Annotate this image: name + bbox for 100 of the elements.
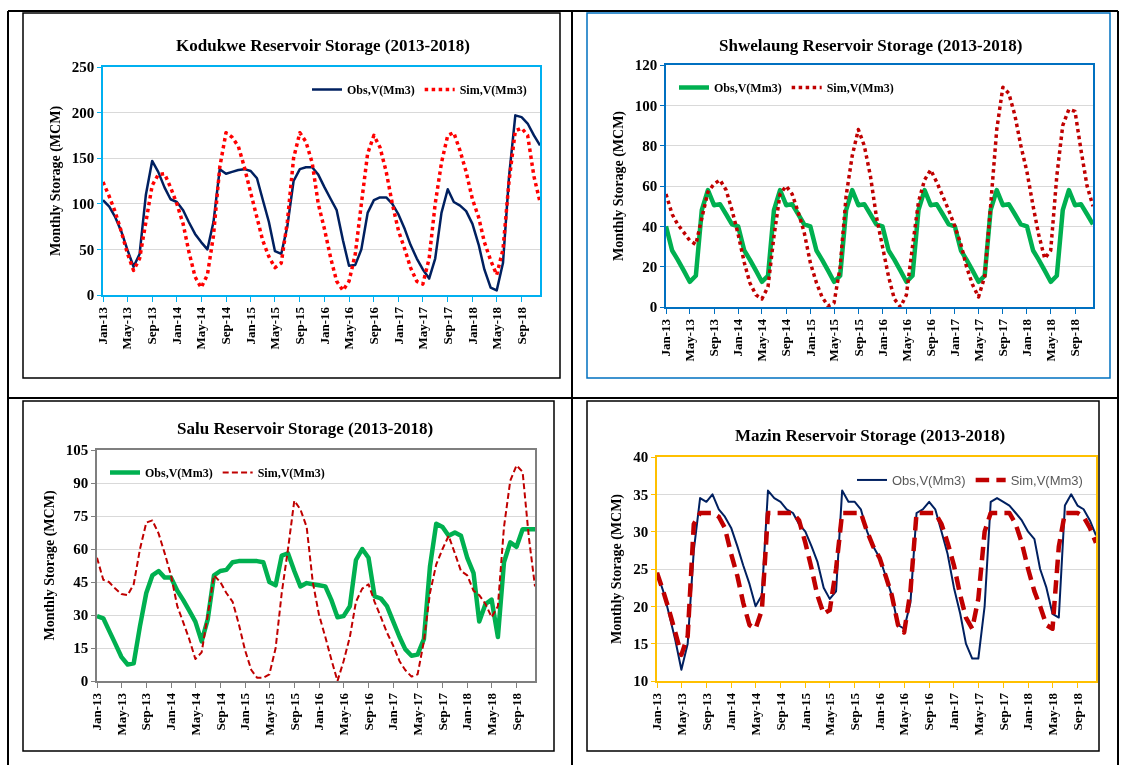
legend-label: Sim,V(Mm3) — [826, 81, 894, 96]
x-tick-label: Jan-14 — [163, 692, 179, 731]
chart-title: Kodukwe Reservoir Storage (2013-2018) — [176, 36, 470, 55]
x-tick-label: Jan-18 — [459, 692, 475, 731]
x-tick-label: Sep-18 — [513, 306, 529, 345]
legend-label: Obs,V(Mm3) — [347, 83, 415, 98]
x-tick-label: May-18 — [483, 692, 499, 736]
x-tick-label: Sep-16 — [360, 692, 376, 731]
x-tick-label: May-13 — [119, 306, 135, 350]
x-tick-label: Jan-18 — [1020, 692, 1036, 731]
x-tick-label: Sep-18 — [1067, 318, 1083, 357]
legend-label: Sim,V(Mm3) — [459, 83, 527, 98]
y-tick-label: 90 — [73, 475, 89, 492]
y-tick-label: 105 — [65, 442, 89, 459]
y-tick-label: 20 — [633, 598, 649, 615]
x-tick-label: May-16 — [898, 318, 914, 362]
x-tick-label: Sep-14 — [772, 692, 788, 731]
x-tick-label: Sep-13 — [698, 692, 714, 731]
x-tick-label: Sep-13 — [138, 692, 154, 731]
x-tick-label: Sep-17 — [995, 692, 1011, 731]
y-tick-label: 250 — [71, 59, 95, 76]
x-tick-label: Jan-15 — [242, 306, 258, 345]
chart-title: Salu Reservoir Storage (2013-2018) — [177, 419, 434, 438]
x-tick-label: Sep-16 — [921, 692, 937, 731]
x-tick-label: May-16 — [335, 692, 351, 736]
y-tick-label: 35 — [633, 486, 649, 503]
y-tick-label: 100 — [71, 196, 95, 213]
y-axis-title: Monthly Storage (MCM) — [610, 110, 627, 262]
x-tick-label: Sep-16 — [922, 318, 938, 357]
y-tick-label: 60 — [642, 178, 658, 195]
x-tick-label: May-17 — [970, 692, 986, 736]
x-tick-label: Sep-17 — [439, 306, 455, 345]
x-tick-label: Sep-13 — [144, 306, 160, 345]
legend-label: Sim,V(Mm3) — [257, 466, 325, 481]
y-tick-label: 20 — [642, 258, 658, 275]
y-tick-label: 15 — [73, 640, 89, 657]
x-tick-label: Jan-17 — [385, 692, 401, 731]
x-tick-label: Sep-13 — [706, 318, 722, 357]
x-tick-label: Jan-14 — [730, 318, 746, 357]
x-tick-label: Jan-13 — [89, 692, 105, 731]
x-tick-label: May-14 — [754, 318, 770, 362]
x-tick-label: May-16 — [341, 306, 357, 350]
x-tick-label: Jan-14 — [723, 692, 739, 731]
x-tick-label: May-14 — [187, 692, 203, 736]
y-tick-label: 80 — [642, 137, 658, 154]
y-tick-label: 50 — [79, 241, 95, 258]
x-tick-label: Jan-18 — [464, 306, 480, 345]
x-tick-label: May-18 — [488, 306, 504, 350]
y-tick-label: 75 — [73, 508, 89, 525]
y-tick-label: 0 — [649, 299, 658, 316]
x-tick-label: Sep-17 — [434, 692, 450, 731]
x-tick-label: Jan-16 — [316, 306, 332, 345]
x-tick-label: Jan-17 — [390, 306, 406, 345]
y-tick-label: 60 — [73, 541, 89, 558]
x-tick-label: May-13 — [113, 692, 129, 736]
x-tick-label: Jan-16 — [874, 318, 890, 357]
x-tick-label: May-18 — [1042, 318, 1058, 362]
y-tick-label: 120 — [634, 57, 658, 74]
x-tick-label: Sep-16 — [366, 306, 382, 345]
line-series — [657, 510, 1096, 658]
y-tick-label: 10 — [633, 673, 649, 690]
x-tick-label: May-13 — [673, 692, 689, 736]
y-tick-label: 30 — [633, 523, 649, 540]
x-tick-label: Jan-13 — [649, 692, 665, 731]
legend-label: Obs,V(Mm3) — [892, 473, 966, 489]
y-tick-label: 40 — [633, 449, 649, 466]
line-series — [97, 464, 535, 681]
y-tick-label: 30 — [73, 607, 89, 624]
y-tick-label: 15 — [633, 635, 649, 652]
x-tick-label: Sep-14 — [778, 318, 794, 357]
x-tick-label: Jan-15 — [237, 692, 253, 731]
y-axis-title: Monthly Storage (MCM) — [609, 493, 626, 645]
y-tick-label: 25 — [633, 561, 649, 578]
x-tick-label: Sep-15 — [846, 692, 862, 731]
y-axis-title: Monthly Storage (MCM) — [41, 490, 58, 641]
x-tick-label: Jan-18 — [1019, 318, 1035, 357]
y-tick-label: 200 — [71, 104, 95, 121]
x-tick-label: Jan-16 — [871, 692, 887, 731]
x-tick-label: May-14 — [193, 306, 209, 350]
x-tick-label: Jan-17 — [947, 318, 963, 357]
x-tick-label: Sep-15 — [292, 306, 308, 345]
y-tick-label: 0 — [86, 287, 95, 304]
x-tick-label: May-13 — [681, 318, 697, 362]
x-tick-label: May-18 — [1044, 692, 1060, 736]
x-tick-label: Jan-13 — [95, 306, 111, 345]
legend-label: Obs,V(Mm3) — [145, 466, 213, 481]
legend-label: Sim,V(Mm3) — [1010, 473, 1083, 489]
x-tick-label: Jan-13 — [658, 318, 674, 357]
x-tick-label: Sep-18 — [1069, 692, 1085, 731]
x-tick-label: Sep-15 — [286, 692, 302, 731]
x-tick-label: May-15 — [267, 306, 283, 350]
x-tick-label: Jan-15 — [802, 318, 818, 357]
x-tick-label: Jan-17 — [946, 692, 962, 731]
y-axis-title: Monthly Storage (MCM) — [47, 105, 64, 257]
chart-title: Shwelaung Reservoir Storage (2013-2018) — [719, 36, 1023, 55]
x-tick-label: Sep-14 — [218, 306, 234, 345]
y-tick-label: 45 — [73, 574, 89, 591]
chart-title: Mazin Reservoir Storage (2013-2018) — [735, 426, 1006, 445]
x-tick-label: May-15 — [261, 692, 277, 736]
y-tick-label: 100 — [634, 97, 658, 114]
